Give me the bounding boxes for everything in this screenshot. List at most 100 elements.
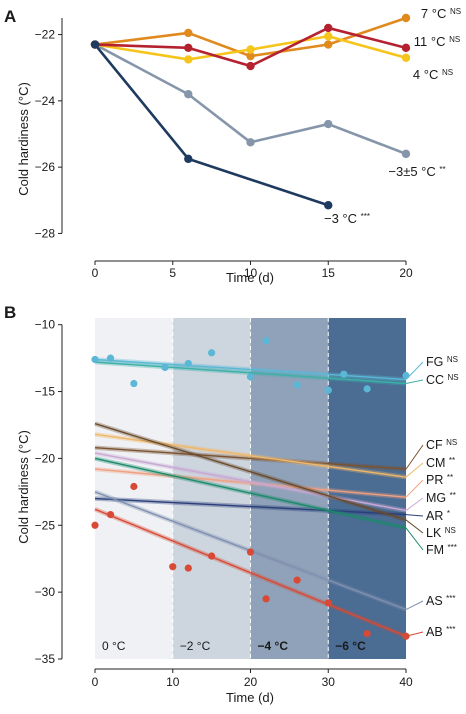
a-series-label: 4 °C NS [413, 67, 453, 82]
a-x-tick-label: 15 [322, 266, 336, 280]
b-data-point [130, 482, 138, 491]
a-data-point [324, 119, 333, 129]
b-data-point [363, 385, 371, 393]
a-y-tick-label: −24 [35, 94, 56, 108]
b-data-point [262, 337, 270, 345]
a-series-label: 7 °C NS [421, 6, 461, 21]
panel-b-chart: 0 °C −2 °C −4 °C −6 °C −35 −30 −25 −20 −15 −10 0 10… [35, 318, 459, 689]
b-data-point [293, 576, 301, 584]
a-series-line [94, 43, 407, 156]
a-y-tick-label: −26 [35, 160, 56, 174]
b-x-tick-label: 30 [322, 675, 336, 689]
b-data-point [340, 370, 348, 378]
b-temperature-band [172, 318, 251, 659]
b-leader-line [405, 361, 424, 380]
b-species-label: FG NS [426, 355, 458, 370]
b-y-tick-label: −15 [35, 385, 56, 399]
b-band-label: 0 °C [102, 639, 126, 653]
b-data-point [262, 595, 270, 603]
a-data-point [184, 154, 193, 164]
a-data-point [184, 90, 193, 99]
b-data-point [161, 363, 169, 372]
a-data-point [401, 149, 411, 159]
b-data-point [184, 359, 192, 368]
a-data-point [324, 23, 333, 33]
a-x-tick-label: 5 [169, 266, 176, 280]
b-data-point [324, 599, 332, 607]
b-species-label: AS *** [426, 594, 456, 609]
b-data-point [106, 354, 115, 362]
a-x-tick-label: 10 [244, 266, 258, 280]
b-data-point [293, 381, 301, 389]
a-data-point [401, 53, 411, 62]
b-leader-line [405, 519, 424, 534]
a-y-tick-label: −22 [35, 28, 56, 42]
b-fit-line [94, 422, 407, 521]
b-data-point [169, 563, 177, 571]
b-band-label: −2 °C [180, 639, 211, 653]
panel-a-chart: −28 −26 −24 −22 0 5 10 15 20 7 °C NS 11 °C NS 4 °C … [35, 6, 461, 280]
panel-a-y-axis-label: Cold hardiness (°C) [16, 82, 31, 196]
b-x-tick-label: 0 [92, 675, 99, 689]
a-data-point [246, 138, 255, 147]
panel-b-x-axis-label: Time (d) [226, 690, 274, 705]
a-data-point [401, 43, 411, 53]
a-data-point [246, 45, 255, 54]
b-x-tick-label: 40 [399, 675, 413, 689]
b-fit-line [94, 452, 407, 512]
b-data-point [130, 379, 138, 388]
b-data-point [246, 373, 255, 381]
a-series-label: −3±5 °C ** [388, 164, 445, 179]
b-y-tick-label: −30 [35, 585, 56, 599]
b-species-label: MG ** [426, 491, 456, 506]
a-data-point [324, 201, 333, 210]
b-fit-line [94, 447, 407, 470]
b-leader-line [405, 479, 424, 498]
b-fit-line [94, 497, 407, 516]
b-leader-line [405, 444, 424, 470]
panel-a-letter: A [4, 7, 16, 26]
b-species-label: AR * [426, 509, 450, 524]
a-data-point [246, 61, 255, 71]
b-x-tick-label: 10 [166, 675, 180, 689]
b-fit-line [94, 457, 407, 529]
b-x-tick-label: 20 [244, 675, 258, 689]
a-x-tick-label: 20 [399, 266, 413, 280]
b-leader-line [405, 600, 424, 610]
b-band-label: −4 °C [258, 639, 289, 653]
a-series-label: 11 °C NS [414, 34, 460, 49]
b-fit-line [94, 508, 407, 637]
b-data-point [208, 552, 216, 560]
b-species-label: FM *** [426, 543, 457, 558]
b-leader-line [405, 631, 424, 637]
a-data-point [90, 40, 100, 49]
b-species-label: CF NS [426, 438, 457, 453]
a-data-point [401, 13, 411, 23]
b-data-point [402, 632, 410, 640]
b-y-tick-label: −10 [35, 318, 56, 332]
b-y-tick-label: −35 [35, 652, 56, 666]
b-leader-line [405, 379, 424, 385]
b-data-point [106, 510, 115, 519]
b-data-point [324, 386, 332, 394]
b-data-point [246, 548, 255, 556]
b-band-label: −6 °C [335, 639, 366, 653]
a-data-point [184, 28, 193, 38]
a-series-line [93, 43, 329, 207]
panel-b-y-axis-label: Cold hardiness (°C) [16, 430, 31, 544]
panel-a-x-axis-label: Time (d) [226, 270, 274, 285]
b-leader-line [405, 514, 424, 517]
a-data-point [324, 40, 333, 49]
b-leader-line [405, 462, 424, 478]
b-species-label: AB *** [426, 625, 456, 640]
b-species-label: CC NS [426, 373, 459, 388]
a-data-point [184, 43, 193, 53]
b-data-point [208, 349, 216, 357]
b-data-point [402, 371, 410, 380]
b-fit-line [94, 433, 407, 478]
panel-b-letter: B [4, 303, 16, 322]
b-y-tick-label: −20 [35, 451, 56, 465]
a-data-point [324, 32, 333, 41]
b-fit-line [94, 361, 407, 385]
